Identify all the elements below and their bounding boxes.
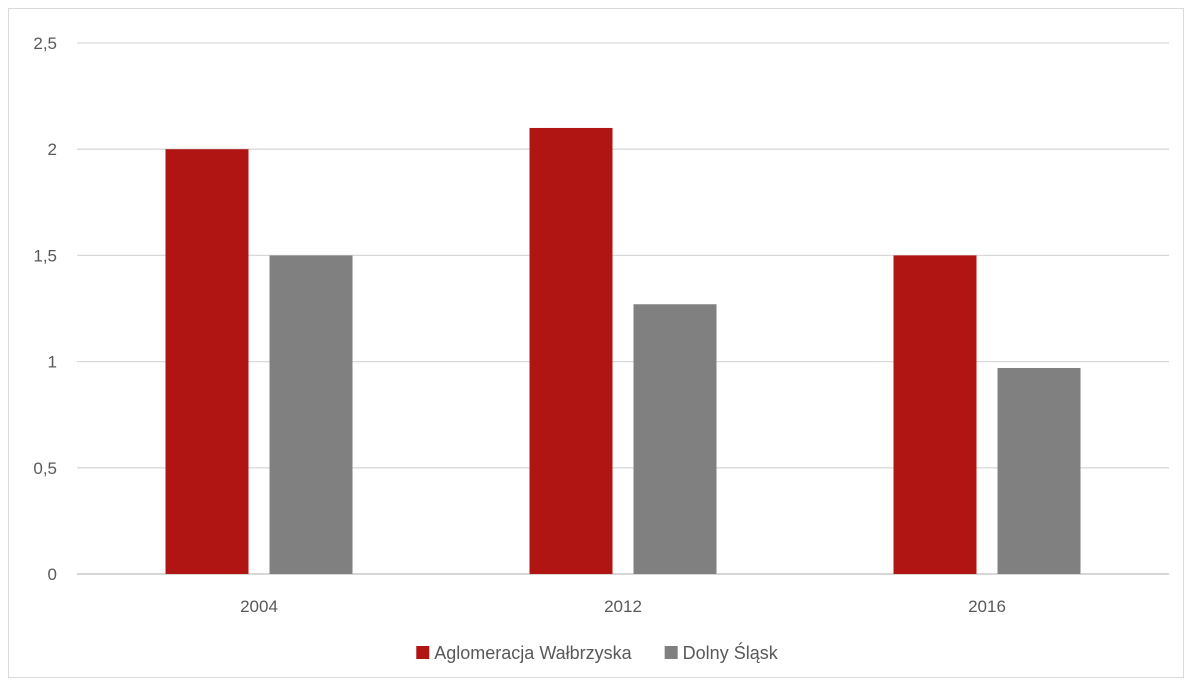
x-tick-label: 2012 xyxy=(604,597,642,616)
bar-chart: 0 0,5 1 1,5 2 2,5 2004 2012 2016 Aglomeracja Wa… xyxy=(33,34,1169,663)
y-tick-label: 1,5 xyxy=(33,246,57,265)
gridlines xyxy=(77,42,1169,575)
y-tick-label: 0,5 xyxy=(33,459,57,478)
x-tick-label: 2016 xyxy=(968,597,1006,616)
chart-frame: 0 0,5 1 1,5 2 2,5 2004 2012 2016 Aglomeracja Wa… xyxy=(8,8,1184,678)
bar-dolny-slask-2016 xyxy=(997,367,1081,574)
legend-swatch xyxy=(664,646,678,659)
y-tick-label: 2,5 xyxy=(33,34,57,53)
bar-dolny-slask-2012 xyxy=(633,304,717,574)
x-tick-label: 2004 xyxy=(240,597,278,616)
y-tick-label: 0 xyxy=(48,565,57,584)
bar-dolny-slask-2004 xyxy=(269,255,353,574)
x-axis-labels: 2004 2012 2016 xyxy=(240,597,1006,616)
legend-swatch xyxy=(416,646,430,659)
legend-label: Dolny Śląsk xyxy=(683,642,779,663)
y-tick-label: 2 xyxy=(48,140,57,159)
bar-aglomeracja-2004 xyxy=(165,149,249,574)
y-axis-ticks: 0 0,5 1 1,5 2 2,5 xyxy=(33,34,57,584)
legend-label: Aglomeracja Wałbrzyska xyxy=(434,643,632,663)
legend: Aglomeracja Wałbrzyska Dolny Śląsk xyxy=(416,642,779,663)
bar-aglomeracja-2012 xyxy=(529,127,613,575)
bar-aglomeracja-2016 xyxy=(893,255,977,574)
y-tick-label: 1 xyxy=(48,353,57,372)
bars xyxy=(165,127,1081,575)
